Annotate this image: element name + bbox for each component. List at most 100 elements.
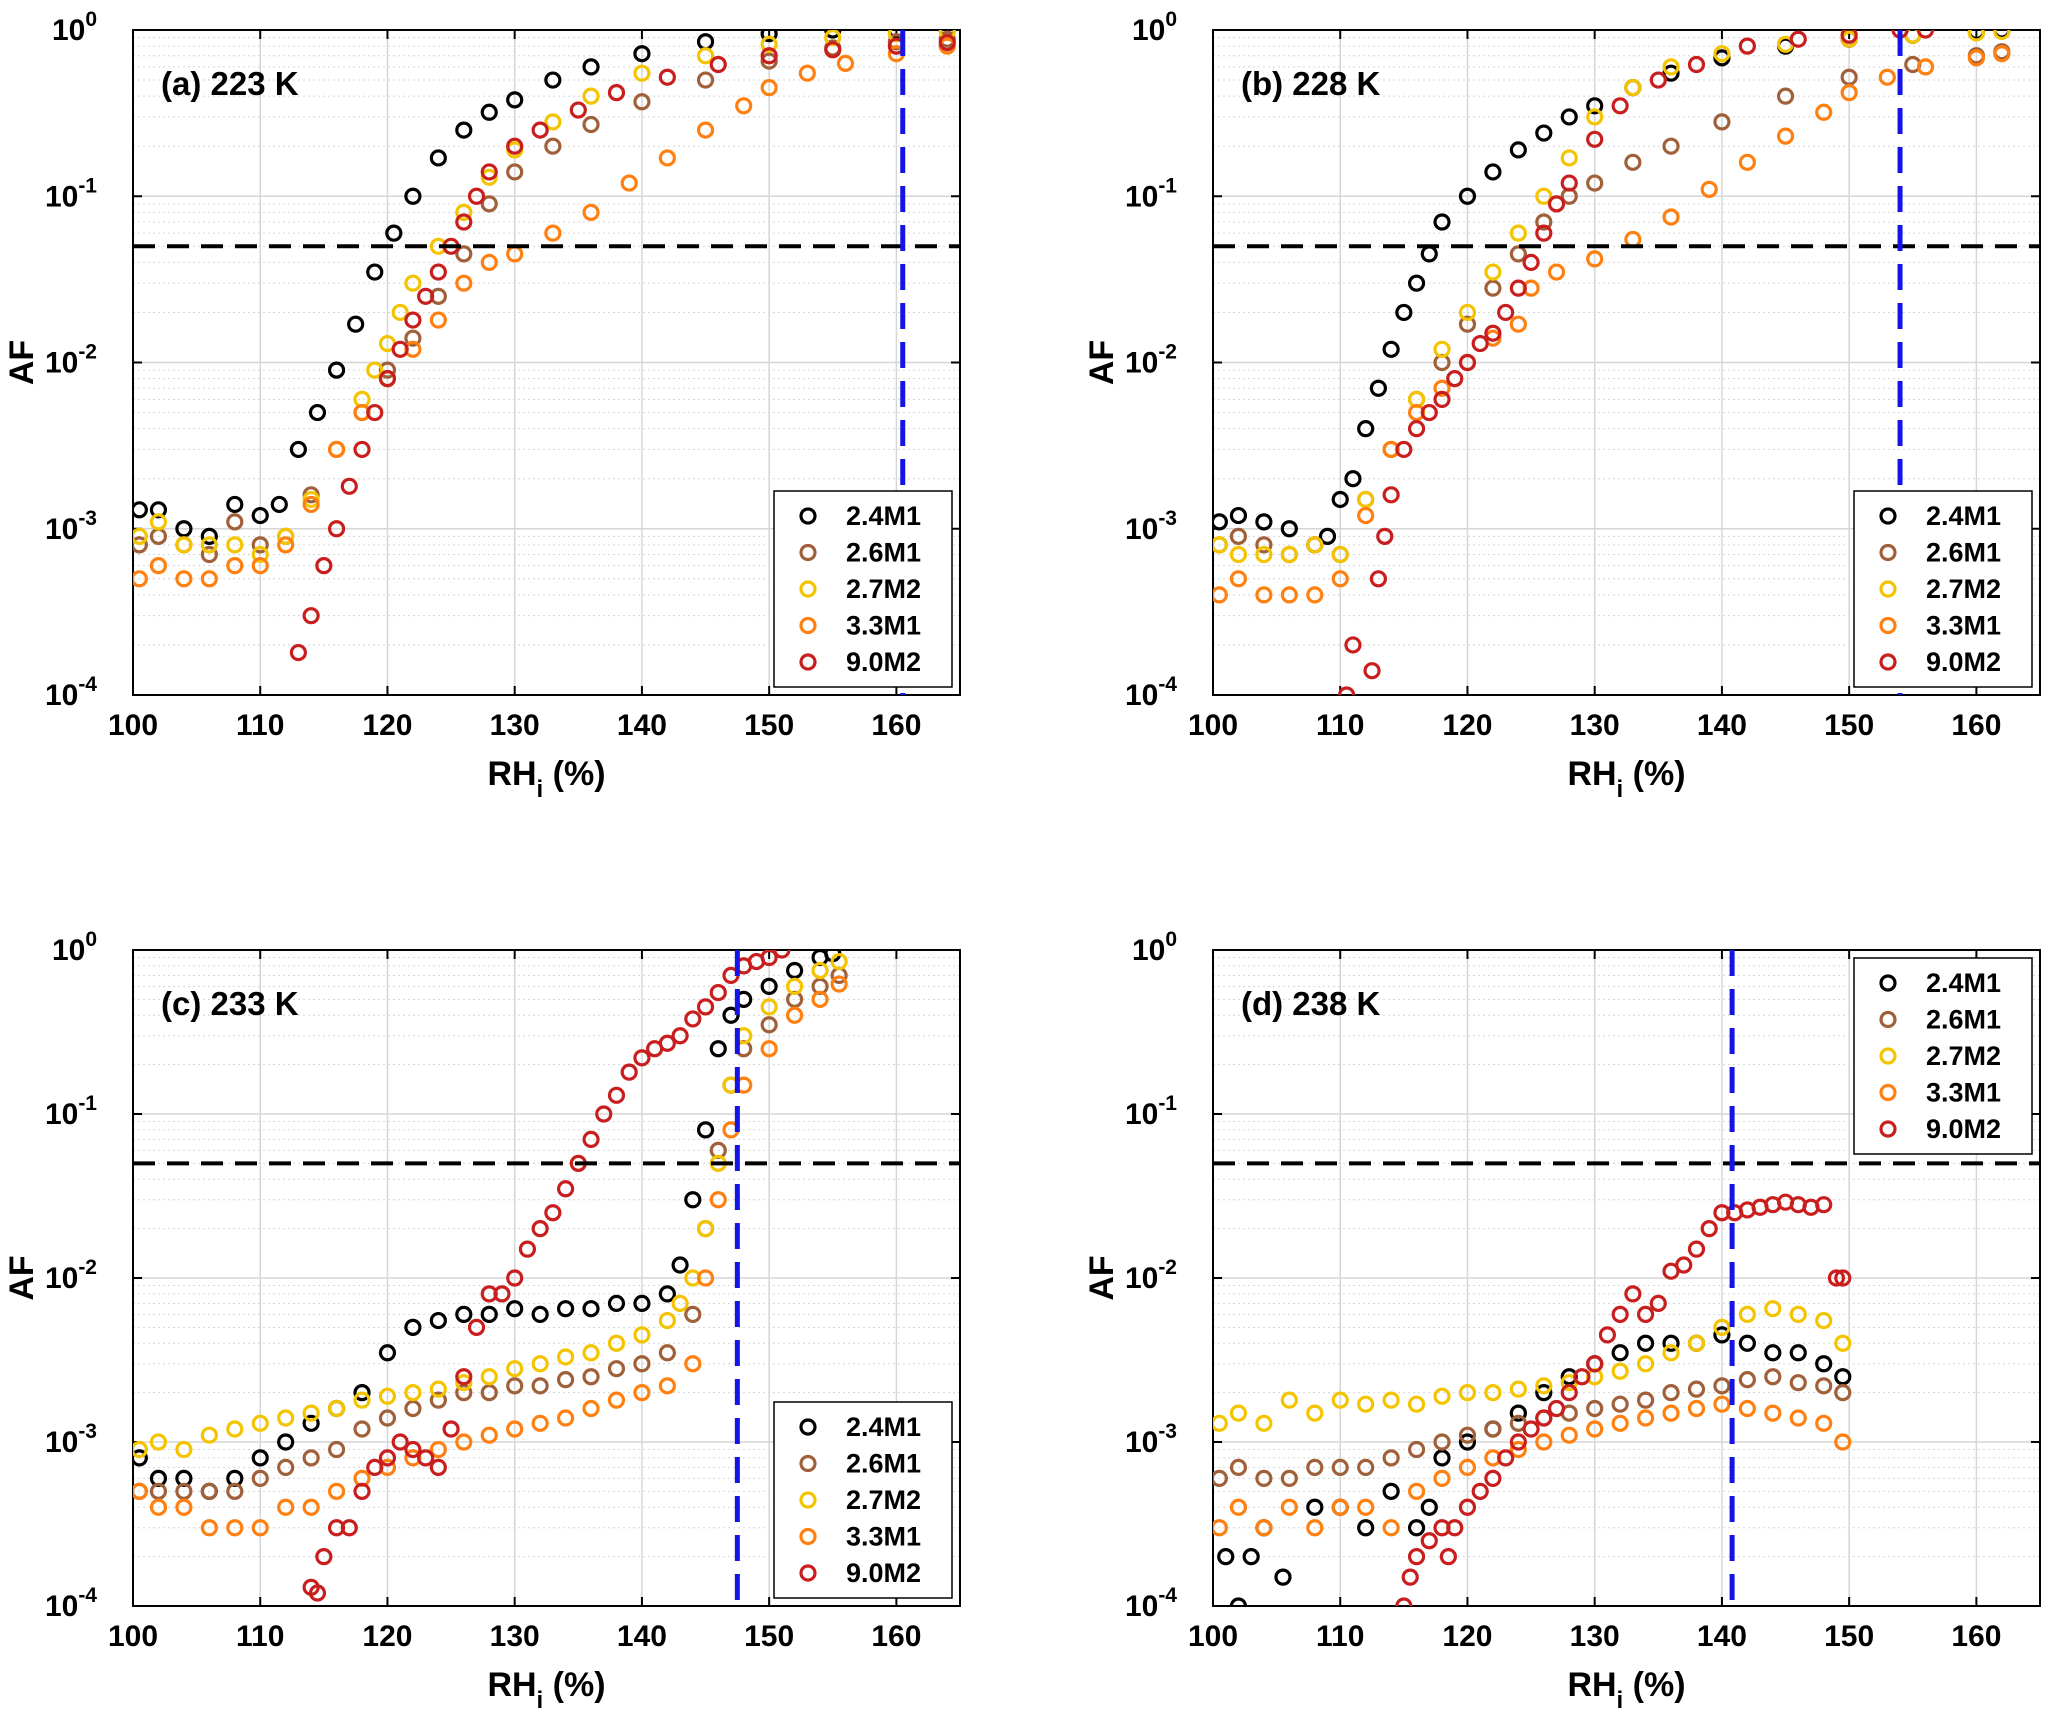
- data-point: [1446, 1519, 1464, 1537]
- x-axis-label: RHi (%): [1567, 1666, 1685, 1714]
- data-point: [1789, 1409, 1807, 1427]
- legend-label: 2.4M1: [1926, 968, 2001, 998]
- data-point: [1458, 1426, 1477, 1444]
- data-point: [1662, 64, 1680, 82]
- data-point: [149, 557, 168, 575]
- data-point: [1713, 1395, 1731, 1413]
- data-point: [1213, 513, 1228, 531]
- legend-label: 3.3M1: [1926, 611, 2001, 641]
- data-point: [1458, 1384, 1477, 1402]
- data-point: [1509, 1433, 1527, 1451]
- data-point: [366, 263, 384, 281]
- data-point: [556, 1348, 575, 1366]
- data-point: [582, 58, 600, 76]
- x-tick-label: 130: [1570, 1620, 1620, 1653]
- data-point: [1376, 527, 1394, 545]
- data-point: [1535, 124, 1553, 142]
- data-point: [1213, 1414, 1228, 1432]
- data-point: [417, 287, 435, 305]
- data-point: [1280, 1498, 1298, 1516]
- y-tick-label: 10-2: [45, 1256, 97, 1295]
- data-point: [149, 501, 168, 519]
- data-point: [1662, 137, 1680, 155]
- data-point: [1458, 303, 1477, 322]
- data-point: [1764, 1368, 1782, 1386]
- y-tick-label: 10-3: [45, 1420, 97, 1459]
- data-point: [480, 1426, 498, 1444]
- data-point: [1611, 1414, 1629, 1432]
- data-point: [1484, 324, 1502, 342]
- data-point: [1306, 1404, 1324, 1422]
- data-point: [480, 103, 498, 121]
- data-point: [289, 643, 307, 662]
- data-point: [467, 1318, 486, 1336]
- data-point: [824, 41, 842, 59]
- legend-label: 9.0M2: [846, 647, 921, 677]
- data-point: [378, 1409, 397, 1427]
- legend-marker: [799, 616, 817, 635]
- data-point: [1458, 1458, 1477, 1477]
- x-tick-label: 120: [1442, 709, 1492, 742]
- panel-a: 100 110 120 130 140 150 160 10-4 10-3 10-2 10-1 100…: [3, 8, 961, 803]
- legend-box: [773, 490, 953, 688]
- legend-marker: [799, 1491, 817, 1509]
- data-point: [722, 1006, 740, 1024]
- data-point: [735, 97, 753, 115]
- data-point: [1433, 379, 1451, 397]
- data-point: [1547, 195, 1566, 213]
- x-tick-label: 150: [744, 709, 794, 742]
- data-point: [1213, 1519, 1228, 1537]
- data-point: [455, 1374, 473, 1392]
- data-point: [830, 952, 848, 971]
- data-point: [455, 1368, 473, 1386]
- data-point: [391, 340, 409, 358]
- data-point: [1624, 153, 1642, 171]
- data-point: [1497, 1449, 1515, 1467]
- data-point: [1789, 30, 1807, 48]
- data-point: [1407, 1519, 1426, 1537]
- data-point: [133, 570, 148, 588]
- data-point: [1611, 1395, 1629, 1413]
- data-point: [1738, 1371, 1756, 1389]
- data-point: [200, 545, 218, 564]
- data-point: [1649, 1294, 1667, 1313]
- data-point: [506, 1360, 524, 1378]
- x-tick-label: 150: [1824, 709, 1874, 742]
- data-point: [251, 557, 269, 575]
- legend-label: 2.7M2: [846, 574, 921, 604]
- data-point: [506, 1377, 524, 1395]
- data-point: [480, 168, 498, 186]
- data-point: [1213, 536, 1228, 554]
- data-point: [1547, 1399, 1566, 1418]
- x-tick-label: 130: [1570, 709, 1620, 742]
- data-point: [1834, 1334, 1852, 1352]
- series-2.7M2: [1213, 30, 2011, 564]
- x-tick-label: 100: [1188, 709, 1238, 742]
- data-point: [709, 983, 727, 1002]
- data-point: [1471, 1482, 1489, 1500]
- data-point: [1509, 245, 1527, 263]
- data-point: [1331, 1458, 1349, 1477]
- data-point: [277, 1433, 295, 1451]
- data-point: [544, 71, 562, 89]
- data-point: [658, 1377, 676, 1395]
- data-point: [1815, 1414, 1833, 1432]
- y-tick-label: 10-1: [45, 174, 97, 213]
- x-tick-label: 160: [1951, 709, 2001, 742]
- data-point: [353, 1384, 371, 1402]
- data-point: [1687, 1380, 1706, 1398]
- series-9.0M2: [1337, 30, 1935, 695]
- data-point: [531, 1377, 549, 1395]
- data-point: [1687, 1334, 1706, 1352]
- series-2.6M1: [1213, 1368, 1852, 1487]
- data-point: [607, 1086, 626, 1104]
- data-point: [582, 1368, 600, 1386]
- data-point: [785, 977, 804, 995]
- legend: 2.4M1 2.6M1 2.7M2 3.3M1 9.0M2: [1853, 957, 2033, 1155]
- data-point: [531, 1355, 549, 1373]
- x-tick-label: 140: [1697, 1620, 1747, 1653]
- data-point: [658, 1344, 676, 1362]
- data-point: [684, 1010, 702, 1028]
- data-point: [1306, 1458, 1324, 1477]
